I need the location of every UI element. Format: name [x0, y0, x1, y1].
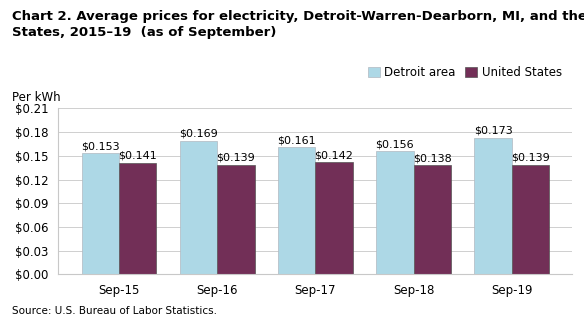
Text: $0.139: $0.139: [217, 152, 255, 163]
Text: $0.141: $0.141: [119, 151, 157, 161]
Text: $0.139: $0.139: [511, 152, 550, 163]
Bar: [413, 165, 451, 274]
Bar: [376, 151, 413, 274]
Text: $0.153: $0.153: [81, 142, 120, 152]
Text: Source: U.S. Bureau of Labor Statistics.: Source: U.S. Bureau of Labor Statistics.: [12, 306, 217, 316]
Bar: [180, 141, 217, 274]
Text: $0.173: $0.173: [474, 126, 512, 136]
Legend: Detroit area, United States: Detroit area, United States: [363, 61, 566, 84]
Bar: [82, 153, 119, 274]
Text: $0.142: $0.142: [315, 150, 353, 160]
Text: Chart 2. Average prices for electricity, Detroit-Warren-Dearborn, MI, and the Un: Chart 2. Average prices for electricity,…: [12, 10, 584, 39]
Bar: [315, 162, 353, 274]
Text: $0.138: $0.138: [413, 153, 451, 163]
Text: Per kWh: Per kWh: [12, 91, 60, 104]
Bar: [217, 165, 255, 274]
Bar: [512, 165, 549, 274]
Bar: [278, 147, 315, 274]
Text: $0.169: $0.169: [179, 129, 218, 139]
Text: $0.156: $0.156: [376, 139, 414, 149]
Bar: [474, 138, 512, 274]
Bar: [119, 163, 157, 274]
Text: $0.161: $0.161: [277, 135, 316, 145]
